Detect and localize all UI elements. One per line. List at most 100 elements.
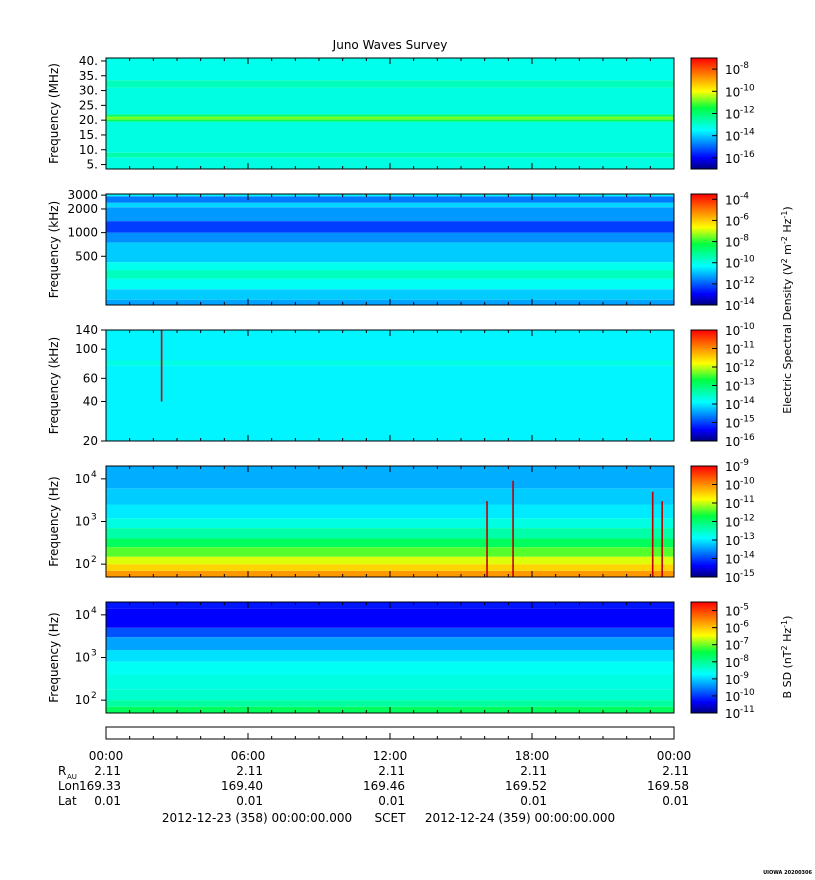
burst-spike <box>486 501 488 577</box>
colorbar-tick-label: 10 <box>725 553 740 567</box>
colorbar-tick-exponent: -15 <box>740 569 755 579</box>
lat-value: 0.01 <box>236 794 263 808</box>
colorbar-tick-exponent: -12 <box>740 359 755 369</box>
spectrum-band <box>106 608 674 628</box>
colorbar-tick-label: 10 <box>725 324 740 338</box>
y-tick-label: 1000 <box>67 226 98 240</box>
colorbar-tick-exponent: -10 <box>740 688 755 698</box>
creator-stamp: UIOWA 20200306 <box>763 870 812 876</box>
colorbar-tick-exponent: -6 <box>740 620 749 630</box>
colorbar-tick-label: 10 <box>725 130 740 144</box>
spectrum-band <box>106 87 674 115</box>
colorbar-tick-label: 10 <box>725 152 740 166</box>
spectrum-band <box>106 661 674 675</box>
colorbar-tick-label: 10 <box>725 361 740 375</box>
y-tick-label: 10 <box>75 693 90 707</box>
lon-value: 169.58 <box>647 779 689 793</box>
footer-end-time: 2012-12-24 (359) 00:00:00.000 <box>425 811 615 825</box>
y-tick-exponent: 4 <box>91 470 97 480</box>
y-tick-exponent: 3 <box>91 649 97 659</box>
spectrum-band <box>106 528 674 539</box>
lat-value: 0.01 <box>662 794 689 808</box>
colorbar-tick-label: 10 <box>725 398 740 412</box>
colorbar-tick-exponent: -11 <box>740 495 755 505</box>
y-tick-exponent: 2 <box>91 691 97 701</box>
colorbar-tick-exponent: -14 <box>740 128 755 138</box>
spectrum-band <box>106 270 674 279</box>
y-tick-label: 10. <box>79 143 98 157</box>
colorbar-tick-exponent: -15 <box>740 415 755 425</box>
time-tick-label: 12:00 <box>373 749 408 763</box>
colorbar-tick-exponent: -12 <box>740 106 755 116</box>
colorbar-tick-exponent: -12 <box>740 276 755 286</box>
rau-value: 2.11 <box>520 764 547 778</box>
colorbar-tick-label: 10 <box>725 639 740 653</box>
colorbar-tick-label: 10 <box>725 278 740 292</box>
spectrum-band <box>106 119 674 122</box>
colorbar-tick-label: 10 <box>725 534 740 548</box>
spectrum-band <box>106 262 674 271</box>
time-tick-label: 06:00 <box>231 749 266 763</box>
spectrogram-panels: 5.10.15.20.25.30.35.40. Frequency (MHz) 10… <box>47 54 794 721</box>
colorbar-tick-exponent: -9 <box>740 458 749 468</box>
spectrum-band <box>106 360 674 366</box>
y-tick-label: 3000 <box>67 188 98 202</box>
colorbar-tick-label: 10 <box>725 343 740 357</box>
time-tick-label: 00:00 <box>89 749 124 763</box>
colorbar-tick-label: 10 <box>725 622 740 636</box>
colorbar-tick-exponent: -8 <box>740 234 749 244</box>
colorbar-tick-label: 10 <box>725 605 740 619</box>
colorbar-tick-label: 10 <box>725 673 740 687</box>
colorbar-tick-label: 10 <box>725 380 740 394</box>
colorbar-tick-label: 10 <box>725 417 740 431</box>
y-tick-label: 25. <box>79 98 98 112</box>
lon-value: 169.46 <box>363 779 405 793</box>
spectrum-band <box>106 674 674 690</box>
spectrum-band <box>106 556 674 565</box>
colorbar-tick-label: 10 <box>725 63 740 77</box>
colorbar-tick-exponent: -13 <box>740 378 755 388</box>
colorbar-tick-label: 10 <box>725 193 740 207</box>
rau-value: 2.11 <box>94 764 121 778</box>
burst-spike <box>512 480 514 577</box>
colorbar-tick-exponent: -10 <box>740 83 755 93</box>
spectrum-band <box>106 538 674 548</box>
spectrum-band <box>106 504 674 519</box>
time-tick-label: 00:00 <box>657 749 692 763</box>
rau-value: 2.11 <box>378 764 405 778</box>
y-tick-exponent: 3 <box>91 513 97 523</box>
y-tick-exponent: 2 <box>91 555 97 565</box>
colorbar-tick-exponent: -10 <box>740 322 755 332</box>
y-tick-exponent: 4 <box>91 606 97 616</box>
spectrum-band <box>106 637 674 650</box>
time-tick-label: 18:00 <box>515 749 550 763</box>
lat-value: 0.01 <box>378 794 405 808</box>
colorbar-tick-exponent: -14 <box>740 396 755 406</box>
y-tick-label: 40 <box>83 394 98 408</box>
y-axis-label: Frequency (Hz) <box>47 476 61 567</box>
y-tick-label: 100 <box>75 342 98 356</box>
colorbar-tick-label: 10 <box>725 257 740 271</box>
colorbar <box>690 601 718 714</box>
colorbar-tick-exponent: -13 <box>740 532 755 542</box>
y-tick-label: 10 <box>75 472 90 486</box>
lon-row-label: Lon <box>58 779 79 793</box>
colorbar-tick-exponent: -12 <box>740 514 755 524</box>
colorbar-tick-exponent: -8 <box>740 654 749 664</box>
rau-value: 2.11 <box>662 764 689 778</box>
rau-row-label: R <box>58 764 66 778</box>
spectrum-band <box>106 700 674 707</box>
colorbar-quantity-label: B SD (nT2 Hz-1) <box>780 616 795 699</box>
colorbar-tick-exponent: -11 <box>740 341 755 351</box>
colorbar-tick-exponent: -10 <box>740 477 755 487</box>
burst-spike <box>661 501 663 577</box>
lon-value: 169.52 <box>505 779 547 793</box>
spectrum-band <box>106 116 674 120</box>
colorbar-tick-label: 10 <box>725 707 740 721</box>
colorbar-tick-exponent: -11 <box>740 705 755 715</box>
y-axis-label: Frequency (Hz) <box>47 612 61 703</box>
